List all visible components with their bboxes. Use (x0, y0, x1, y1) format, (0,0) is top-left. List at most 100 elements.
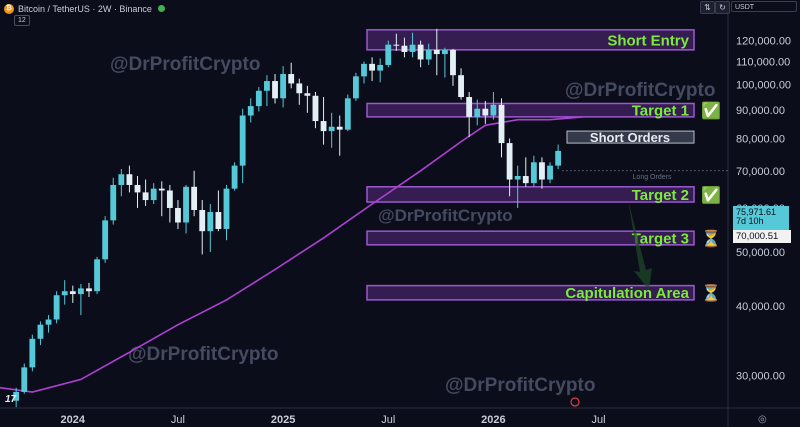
y-tick-label: 70,000.00 (736, 166, 785, 178)
candle-body (86, 288, 92, 292)
target-arrow (628, 200, 652, 290)
zone-box (366, 102, 695, 118)
zone-label: Target 1 (632, 103, 689, 120)
candle-body (150, 188, 157, 201)
candle-body (344, 98, 351, 130)
candle-body (102, 220, 109, 260)
candle-body (118, 174, 125, 185)
candle-body (215, 212, 222, 229)
candle-body (37, 324, 44, 339)
market-open-dot-icon (157, 5, 165, 12)
candle-body (77, 288, 84, 295)
y-tick-label: 110,000.00 (736, 57, 790, 69)
target-marker-icon (570, 397, 580, 407)
x-tick-label: 2026 (481, 414, 505, 426)
candle-body (361, 63, 367, 77)
symbol-title[interactable]: Bitcoin / TetherUS · 2W · Binance (18, 3, 152, 14)
candle-body (231, 165, 238, 189)
candle-body (69, 291, 76, 295)
candle-body (280, 74, 287, 99)
candle-body (482, 108, 489, 116)
short-orders-box (566, 130, 695, 144)
candle-body (223, 188, 230, 229)
logo-icon: 17 (5, 394, 17, 405)
candle-body (409, 44, 416, 52)
long-orders-label: Long Orders (633, 174, 672, 181)
y-tick-label: 50,000.00 (736, 247, 785, 259)
interval-badge[interactable]: 12 (14, 15, 30, 26)
zone-box (366, 284, 695, 301)
zone-label: Target 2 (632, 187, 689, 204)
watermark-text: @DrProfitCrypto (565, 80, 715, 101)
y-tick-label: 100,000.00 (736, 80, 791, 92)
candle-body (547, 165, 553, 180)
zone-box (366, 29, 695, 51)
candle-body (296, 83, 303, 94)
y-tick-label: 90,000.00 (736, 105, 785, 117)
candle-body (207, 212, 214, 232)
refresh-icon[interactable]: ↻ (715, 1, 730, 14)
hourglass-icon: ⏳ (701, 229, 721, 248)
candle-body (474, 108, 481, 117)
currency-select[interactable]: USDT (731, 1, 797, 12)
candle-body (377, 64, 384, 71)
candle-body (239, 115, 246, 166)
check-icon: ✅ (701, 101, 721, 120)
candle-body (110, 184, 117, 221)
zone-box (366, 186, 695, 203)
candle-body (158, 188, 165, 191)
candle-body (94, 259, 100, 292)
candle-body (53, 295, 60, 320)
short-orders-label: Short Orders (590, 130, 670, 145)
candle-body (247, 106, 254, 116)
hourglass-icon: ⏳ (701, 284, 721, 303)
last-price-badge: 75,971.61 7d 10h (733, 206, 789, 234)
x-tick-label: 2025 (271, 414, 295, 426)
watermark-text: @DrProfitCrypto (445, 375, 595, 396)
y-tick-label: 30,000.00 (736, 370, 785, 382)
candle-body (272, 81, 278, 99)
candle-body (175, 207, 181, 223)
candle-body (264, 81, 270, 91)
candle-body (166, 190, 173, 208)
sort-icon[interactable]: ⇅ (700, 1, 715, 14)
zone-label: Capitulation Area (565, 285, 689, 302)
candle-body (498, 104, 505, 144)
candle-body (288, 74, 295, 84)
candle-body (393, 44, 400, 46)
candle-body (458, 75, 464, 98)
candle-body (29, 338, 36, 368)
candle-body (385, 44, 392, 65)
candle-body (61, 291, 68, 296)
x-tick-label: Jul (592, 414, 606, 426)
candle-body (401, 45, 408, 52)
candle-body (134, 184, 141, 193)
watermark-text: @DrProfitCrypto (110, 54, 260, 75)
candle-body (514, 175, 521, 180)
candle-body (255, 90, 262, 107)
level-price-badge: 70,000.51 (733, 230, 791, 243)
y-tick-label: 80,000.00 (736, 134, 785, 146)
candle-body (336, 126, 343, 130)
candle-body (199, 209, 206, 232)
candle-body (466, 97, 473, 117)
candle-body (191, 186, 198, 210)
candle-body (13, 391, 20, 401)
candle-body (490, 104, 497, 116)
candle-body (506, 143, 513, 180)
x-tick-label: Jul (171, 414, 185, 426)
candle-body (126, 174, 133, 185)
candle-body (522, 175, 529, 184)
candle-body (45, 319, 52, 325)
candle-body (142, 192, 149, 201)
chart-header: ₿ Bitcoin / TetherUS · 2W · Binance (4, 2, 165, 15)
candle-body (555, 150, 562, 166)
candle-body (21, 367, 28, 392)
zone-label: Target 3 (632, 231, 689, 248)
bitcoin-icon: ₿ (4, 3, 14, 14)
settings-icon[interactable]: ◎ (758, 414, 767, 425)
candle-body (425, 49, 432, 60)
candle-body (183, 186, 189, 223)
last-price: 75,971.61 (736, 207, 777, 217)
